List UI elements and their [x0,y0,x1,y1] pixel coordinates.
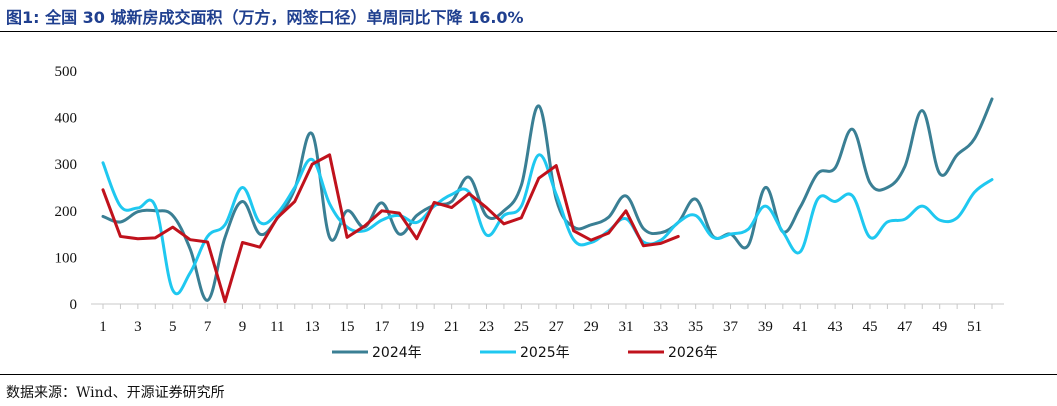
x-tick-label: 31 [618,319,633,335]
y-tick-label: 100 [55,250,78,266]
series-line-2 [101,153,994,296]
x-tick-label: 29 [584,319,599,335]
y-tick-label: 400 [55,111,78,127]
footer-divider [0,374,1057,375]
x-tick-label: 37 [723,319,739,335]
x-tick-label: 3 [134,319,142,335]
x-tick-label: 49 [932,319,947,335]
x-tick-label: 5 [169,319,177,335]
x-tick-label: 41 [793,319,808,335]
y-tick-label: 200 [55,204,78,220]
x-tick-label: 17 [374,319,390,335]
series-layer [101,97,994,304]
x-tick-label: 25 [514,319,529,335]
y-axis: 0 100 200 300 400 500 [55,64,78,313]
x-tick-label: 27 [549,319,565,335]
x-tick-label: 15 [340,319,355,335]
y-tick-label: 0 [70,297,78,313]
x-tick-label: 35 [688,319,703,335]
x-tick-label: 13 [305,319,320,335]
x-tick-label: 47 [897,319,913,335]
x-axis: 1 3 5 7 9 11 13 15 17 19 21 23 25 27 29 31 33 35 37 39 41 43 4… [91,303,1004,335]
source-note: 数据来源：Wind、开源证券研究所 [6,385,225,401]
chart-title: 图1: 全国 30 城新房成交面积（万方，网签口径）单周同比下降 16.0% [6,8,524,27]
x-tick-label: 19 [409,319,424,335]
legend-label: 2024年 [372,345,422,361]
y-tick-label: 500 [55,64,78,80]
x-tick-label: 23 [479,319,494,335]
legend-label: 2026年 [668,345,718,361]
x-tick-label: 11 [270,319,284,335]
x-tick-label: 39 [758,319,773,335]
legend: 2024年 2025年 2026年 [332,345,718,361]
series-line-3 [101,153,680,304]
x-tick-label: 21 [444,319,459,335]
x-tick-label: 43 [828,319,843,335]
x-tick-label: 33 [653,319,668,335]
x-tick-label: 45 [862,319,877,335]
x-tick-label: 1 [99,319,107,335]
x-tick-label: 7 [204,319,212,335]
y-tick-label: 300 [55,157,78,173]
title-divider [0,31,1057,32]
x-tick-label: 51 [967,319,982,335]
x-tick-label: 9 [239,319,247,335]
legend-label: 2025年 [520,345,570,361]
series-line-1 [101,97,994,302]
